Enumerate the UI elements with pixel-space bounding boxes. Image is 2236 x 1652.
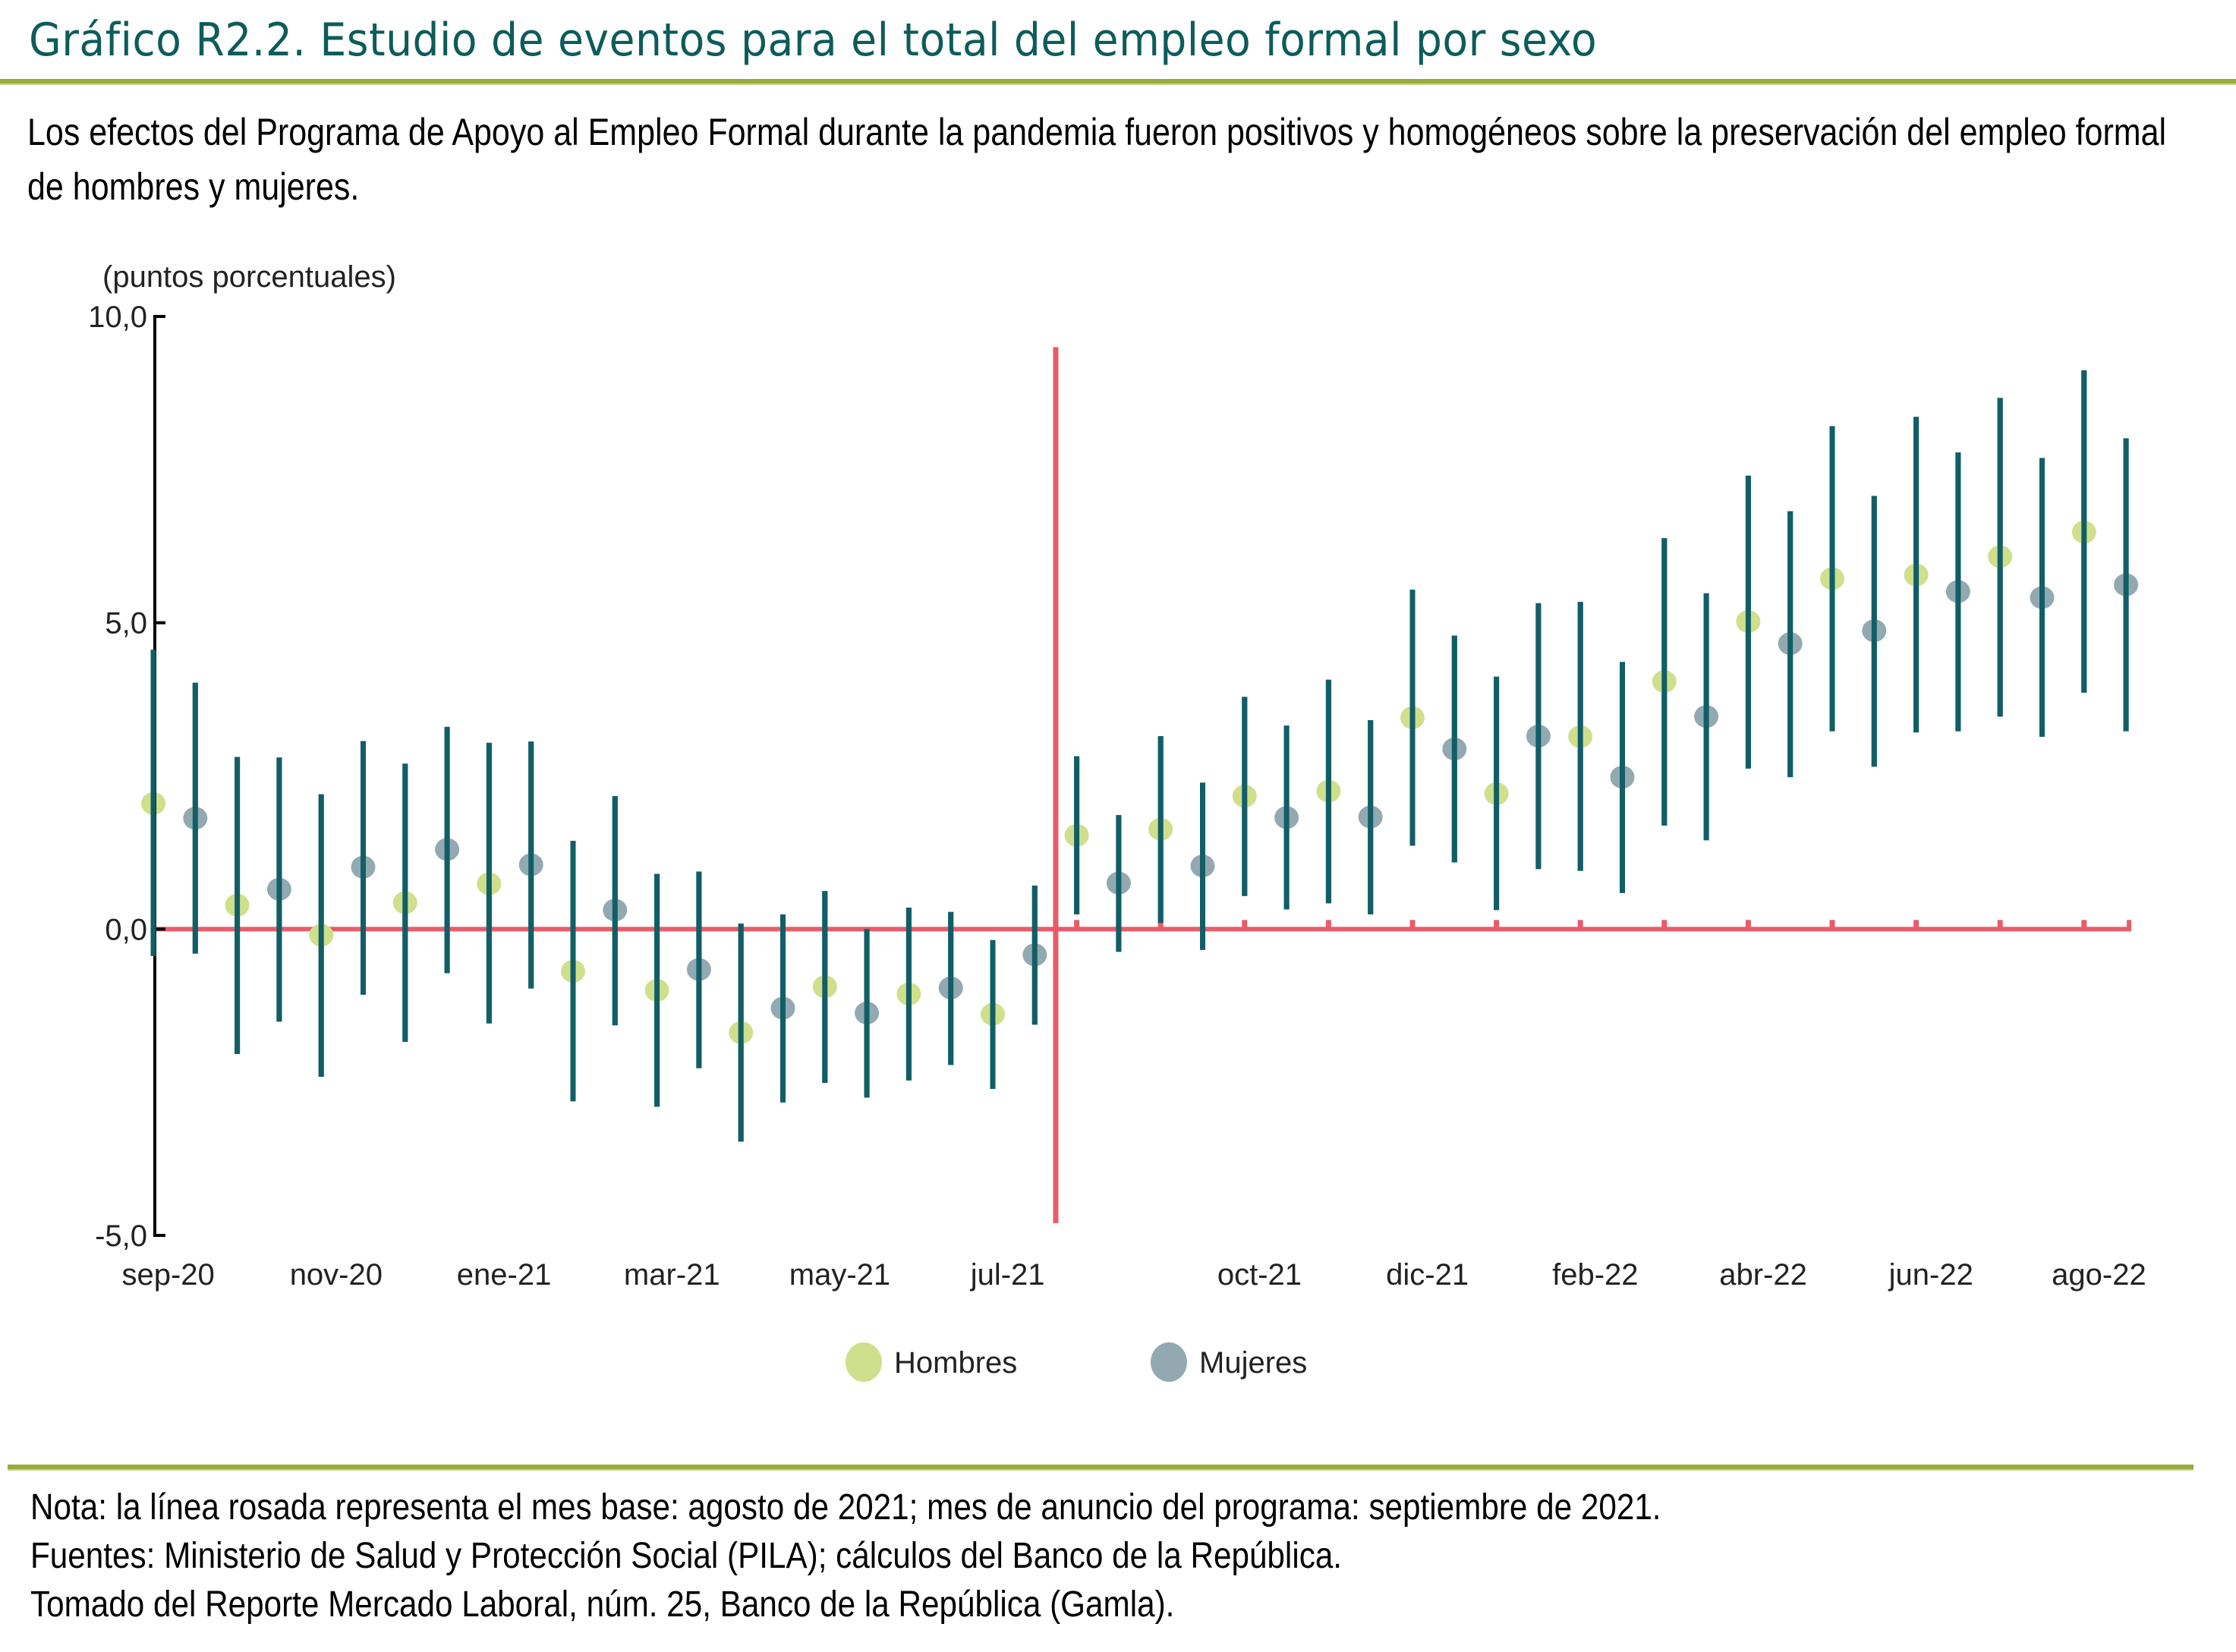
note-text: Nota: la línea rosada representa el mes … (30, 1487, 1661, 1528)
x-axis-labels: sep-20 nov-20 ene-21 mar-21 may-21 jul-21 oct-… (121, 1258, 2146, 1292)
reference-text: Tomado del Reporte Mercado Laboral, núm.… (30, 1584, 1175, 1625)
legend-label: Hombres (894, 1346, 1017, 1380)
reference-lines (155, 347, 2132, 1223)
x-tick-label: dic-21 (1386, 1258, 1469, 1292)
y-tick-label: 5,0 (105, 607, 147, 640)
x-tick-label: jun-22 (1888, 1258, 1973, 1292)
notes-divider (8, 1465, 2193, 1471)
legend: Hombres Mujeres (846, 1342, 1307, 1382)
y-tick-label: 10,0 (88, 301, 147, 334)
legend-swatch-hombres (846, 1342, 882, 1382)
chart-subtitle: Los efectos del Programa de Apoyo al Emp… (27, 111, 2167, 208)
title-divider (0, 79, 2236, 85)
x-tick-label: nov-20 (290, 1258, 383, 1292)
point-estimates (141, 521, 2139, 1044)
chart-title: Gráfico R2.2. Estudio de eventos para el… (29, 14, 1598, 67)
y-tick-label: -5,0 (95, 1219, 147, 1253)
x-tick-label: oct-21 (1217, 1258, 1302, 1292)
legend-label: Mujeres (1199, 1346, 1307, 1380)
confidence-intervals-overlay (150, 370, 2129, 1142)
notes: Nota: la línea rosada representa el mes … (30, 1484, 1661, 1629)
y-axis: 10,0 5,0 0,0 -5,0 (88, 301, 165, 1253)
x-tick-label: mar-21 (624, 1258, 720, 1292)
legend-item-mujeres: Mujeres (1151, 1342, 1307, 1382)
y-tick-label: 0,0 (105, 913, 147, 946)
x-tick-label: may-21 (789, 1258, 890, 1292)
event-study-chart: 10,0 5,0 0,0 -5,0 (puntos porcentuales) sep… (88, 260, 2146, 1382)
legend-item-hombres: Hombres (846, 1342, 1017, 1382)
x-tick-label: sep-20 (121, 1258, 214, 1292)
source-text: Fuentes: Ministerio de Salud y Protecció… (30, 1536, 1343, 1576)
x-tick-label: ene-21 (457, 1258, 552, 1292)
x-tick-label: abr-22 (1719, 1258, 1807, 1292)
x-tick-label: feb-22 (1552, 1258, 1638, 1292)
x-tick-label: jul-21 (970, 1258, 1045, 1292)
y-axis-unit-label: (puntos porcentuales) (102, 260, 396, 294)
x-tick-label: ago-22 (2052, 1258, 2146, 1292)
legend-swatch-mujeres (1151, 1342, 1187, 1382)
